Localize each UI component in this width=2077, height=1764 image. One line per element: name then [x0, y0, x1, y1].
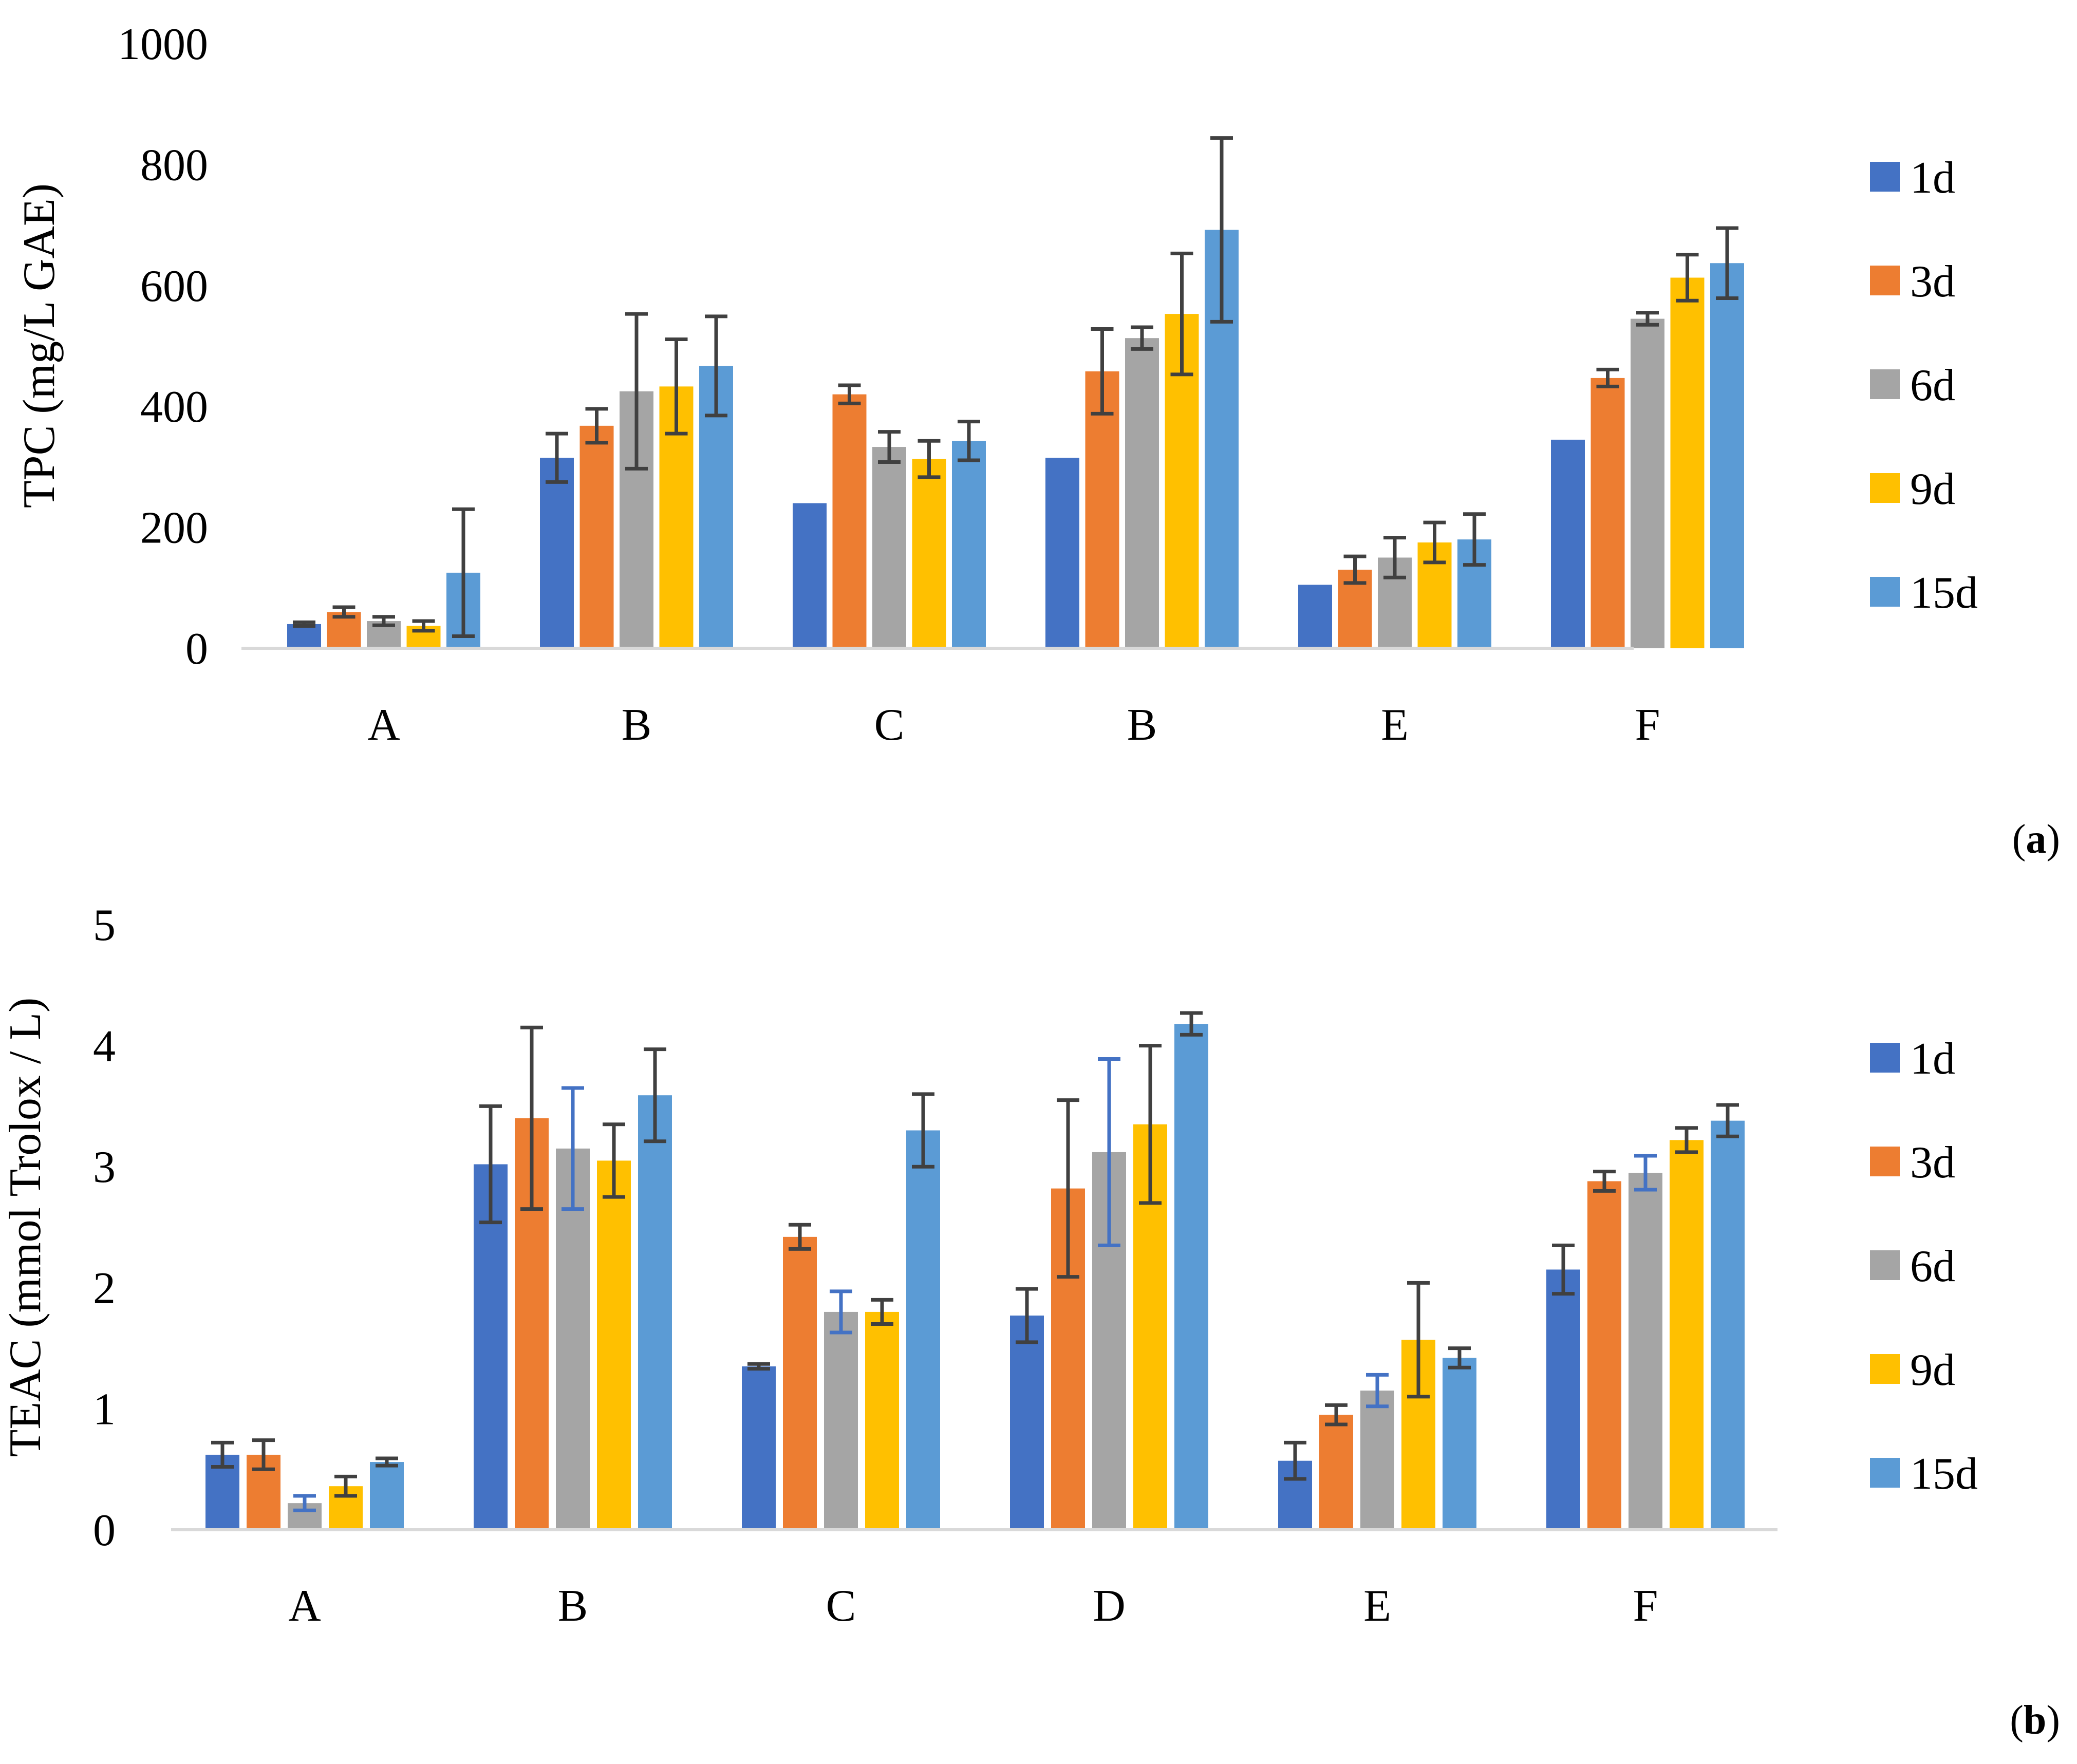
- bar-6d-B: [1125, 338, 1159, 648]
- legend-label-3d: 3d: [1910, 257, 1955, 307]
- bar-1d-B: [540, 458, 574, 648]
- panel-label-letter: a: [2026, 817, 2046, 862]
- bar-3d-E: [1319, 1415, 1353, 1530]
- bar-6d-E: [1360, 1391, 1394, 1530]
- bar-9d-B: [597, 1160, 631, 1530]
- panel-label: (b): [2010, 1698, 2060, 1743]
- bar-15d-C: [952, 441, 986, 648]
- bar-9d-C: [865, 1311, 899, 1530]
- y-tick-label: 5: [93, 900, 116, 950]
- panel-label-close: ): [2046, 817, 2060, 862]
- x-category-label: C: [826, 1581, 856, 1631]
- bar-6d-C: [824, 1311, 858, 1530]
- bar-6d-F: [1629, 1172, 1662, 1530]
- x-category-label: F: [1633, 1581, 1658, 1631]
- bar-1d-F: [1551, 439, 1585, 648]
- legend-swatch-1d: [1870, 162, 1900, 192]
- bar-6d-F: [1631, 318, 1664, 648]
- legend-swatch-15d: [1870, 577, 1900, 607]
- bar-15d-E: [1443, 1358, 1476, 1530]
- legend-swatch-9d: [1870, 1354, 1900, 1384]
- legend-swatch-15d: [1870, 1458, 1900, 1488]
- legend-label-9d: 9d: [1910, 1345, 1955, 1395]
- y-axis-title: TPC (mg/L GAE): [14, 183, 64, 508]
- bar-1d-C: [742, 1366, 776, 1530]
- legend-label-6d: 6d: [1910, 361, 1955, 410]
- legend-label-15d: 15d: [1910, 1449, 1978, 1499]
- panel-label: (a): [2012, 817, 2060, 862]
- y-tick-label: 1: [93, 1384, 116, 1434]
- bar-1d-D: [1010, 1315, 1044, 1530]
- bar-3d-C: [783, 1236, 817, 1530]
- x-category-label: E: [1363, 1581, 1391, 1631]
- legend-swatch-3d: [1870, 1147, 1900, 1176]
- bar-3d-F: [1591, 378, 1625, 648]
- y-tick-label: 800: [140, 140, 208, 190]
- x-category-label: A: [288, 1581, 321, 1631]
- legend-swatch-9d: [1870, 473, 1900, 503]
- y-tick-label: 1000: [118, 20, 208, 69]
- x-category-label: B: [558, 1581, 588, 1631]
- legend-label-1d: 1d: [1910, 1034, 1955, 1084]
- bar-1d-E: [1298, 585, 1332, 648]
- y-axis-title: TEAC (mmol Trolox / L): [1, 998, 50, 1457]
- legend-label-15d: 15d: [1910, 568, 1978, 618]
- bar-1d-B: [474, 1164, 508, 1530]
- y-tick-label: 4: [93, 1022, 116, 1072]
- panel-label-open: (: [2012, 817, 2026, 862]
- x-category-label: A: [367, 700, 400, 750]
- bar-1d-A: [287, 624, 321, 648]
- legend-swatch-3d: [1870, 266, 1900, 295]
- x-category-label: E: [1381, 700, 1409, 750]
- y-tick-label: 0: [185, 624, 208, 674]
- x-category-label: C: [874, 700, 905, 750]
- chart-panel-a: 0 200 400 600 800 1000 TPC (mg/L GAE) A B C B E F 1d 3…: [14, 20, 2060, 862]
- y-tick-label: 3: [93, 1142, 116, 1192]
- y-tick-label: 0: [93, 1506, 116, 1555]
- bar-3d-F: [1587, 1181, 1621, 1530]
- bar-3d-B: [579, 425, 614, 648]
- bar-15d-C: [906, 1130, 940, 1530]
- bar-9d-F: [1670, 277, 1705, 648]
- bar-1d-F: [1546, 1269, 1580, 1530]
- bar-1d-C: [793, 503, 827, 648]
- bar-1d-B: [1045, 458, 1079, 648]
- legend-label-3d: 3d: [1910, 1138, 1955, 1188]
- bar-15d-A: [370, 1462, 404, 1530]
- bar-15d-F: [1711, 1120, 1745, 1530]
- bar-9d-C: [912, 459, 946, 648]
- legend-label-6d: 6d: [1910, 1242, 1955, 1291]
- y-tick-label: 2: [93, 1264, 116, 1313]
- bar-15d-D: [1174, 1024, 1208, 1530]
- legend-label-9d: 9d: [1910, 464, 1955, 514]
- y-tick-label: 200: [140, 503, 208, 553]
- panel-label-close: ): [2046, 1698, 2060, 1743]
- bar-3d-B: [1085, 371, 1119, 648]
- y-tick-label: 400: [140, 382, 208, 432]
- x-category-label: D: [1093, 1581, 1126, 1631]
- legend-label-1d: 1d: [1910, 153, 1955, 203]
- bar-6d-C: [872, 447, 906, 648]
- legend-swatch-1d: [1870, 1043, 1900, 1073]
- legend-swatch-6d: [1870, 369, 1900, 399]
- bar-6d-B: [556, 1148, 590, 1530]
- bar-15d-B: [638, 1095, 672, 1530]
- bar-3d-C: [832, 394, 867, 648]
- x-category-label: B: [622, 700, 652, 750]
- x-category-label: F: [1635, 700, 1660, 750]
- chart-panel-b: 0 1 2 3 4 5 TEAC (mmol Trolox / L) A B C D E F 1d 3d 6d…: [1, 900, 2060, 1743]
- bar-9d-F: [1670, 1140, 1704, 1530]
- x-category-label: B: [1127, 700, 1157, 750]
- legend-swatch-6d: [1870, 1250, 1900, 1280]
- panel-label-letter: b: [2024, 1698, 2047, 1743]
- panel-label-open: (: [2010, 1698, 2024, 1743]
- y-tick-label: 600: [140, 261, 208, 311]
- bar-15d-F: [1710, 263, 1744, 648]
